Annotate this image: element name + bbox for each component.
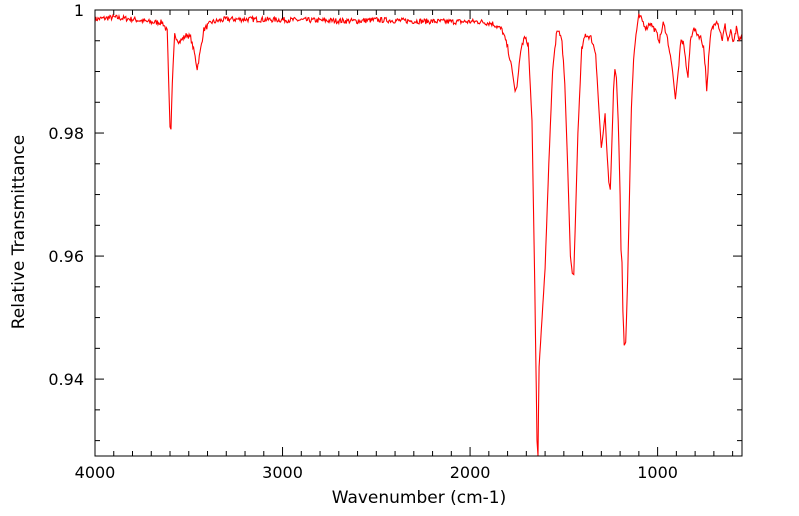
spectrum-line bbox=[94, 13, 743, 457]
tick-labels-layer: 0.94 0.96 0.98 1 4000 3000 2000 1000 bbox=[48, 1, 678, 482]
x-tick-label: 2000 bbox=[450, 463, 491, 482]
y-tick-label: 0.94 bbox=[48, 370, 84, 389]
x-axis-title: Wavenumber (cm-1) bbox=[332, 488, 507, 508]
x-tick-label: 1000 bbox=[637, 463, 678, 482]
x-tick-label: 4000 bbox=[75, 463, 116, 482]
x-tick-label: 3000 bbox=[262, 463, 303, 482]
ticks-layer bbox=[94, 9, 742, 456]
y-axis-title: Relative Transmittance bbox=[9, 135, 29, 330]
plot-frame bbox=[94, 9, 743, 457]
series-layer bbox=[94, 13, 743, 457]
y-tick-label: 0.98 bbox=[48, 124, 84, 143]
y-tick-label: 1 bbox=[74, 1, 84, 20]
y-tick-label: 0.96 bbox=[48, 247, 84, 266]
